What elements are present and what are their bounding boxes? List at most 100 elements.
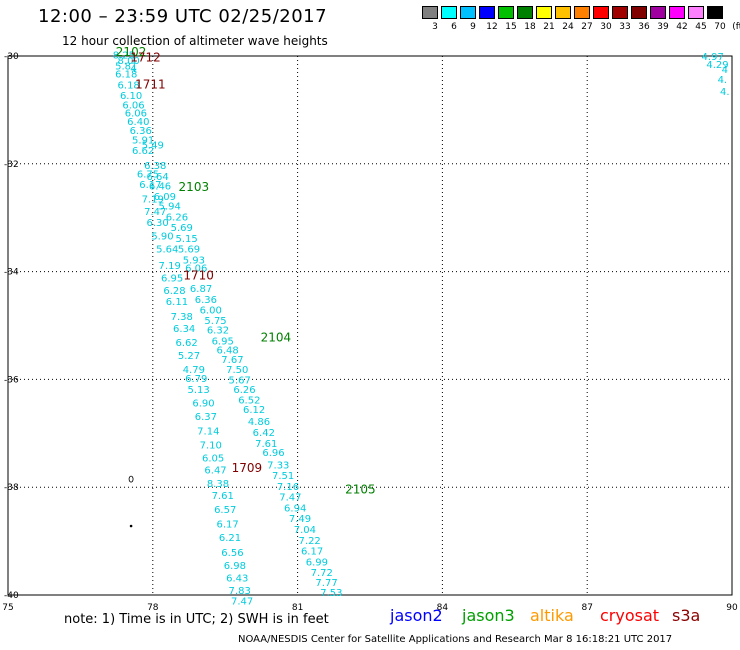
wave-height-label: 7.14: [197, 426, 219, 437]
lat-label: -34: [4, 268, 19, 278]
legend-tick: 12: [486, 22, 498, 32]
wave-height-label: 7.67: [221, 355, 243, 366]
wave-height-label: 7.19: [142, 195, 164, 206]
legend-tick: 9: [470, 22, 476, 32]
wave-height-label: 6.75: [137, 169, 159, 180]
legend-swatch: [669, 6, 685, 19]
wave-height-label: 7.72: [311, 568, 333, 579]
lat-label: -36: [4, 375, 19, 385]
satellite-label-s3a: s3a: [672, 606, 701, 625]
wave-height-label: 6.62: [132, 146, 154, 157]
lon-label: 84: [437, 603, 449, 613]
pass-number-label: 2104: [261, 331, 292, 345]
wave-height-label: 6.52: [238, 396, 260, 407]
wave-height-label: 6.47: [204, 466, 226, 477]
legend-swatch: [441, 6, 457, 19]
wave-height-label: 6.26: [166, 212, 188, 223]
wave-height-label: 7.47: [231, 597, 253, 608]
wave-height-label: 7.47: [144, 207, 166, 218]
wave-height-label: 7.61: [212, 491, 234, 502]
wave-height-label: 6.64: [146, 172, 168, 183]
wave-height-label: 5.69: [178, 245, 200, 256]
legend-tick: 21: [543, 22, 555, 32]
wave-height-label: 7.16: [277, 482, 299, 493]
pass-number-label: 2102: [116, 45, 147, 59]
wave-height-label: 6.11: [166, 297, 188, 308]
wave-height-label: 7.61: [255, 439, 277, 450]
wave-height-label: 5.13: [188, 385, 210, 396]
wave-height-label: 5.94: [159, 202, 181, 213]
wave-height-label: 5.27: [178, 351, 200, 362]
legend-swatch: [707, 6, 723, 19]
legend-swatch: [688, 6, 704, 19]
wave-height-label: 6.17: [216, 520, 238, 531]
wave-height-label: 6.48: [216, 346, 238, 357]
legend-swatch: [422, 6, 438, 19]
wave-height-label: 6.79: [185, 374, 207, 385]
wave-height-label: 6.09: [154, 192, 176, 203]
wave-height-label: 4: [722, 65, 728, 76]
wave-height-label: 5.90: [151, 231, 173, 242]
wave-height-label: 6.99: [306, 557, 328, 568]
wave-height-label: 4.79: [183, 365, 205, 376]
wave-height-label: 5.93: [183, 256, 205, 267]
legend-swatch: [555, 6, 571, 19]
footer-credit: NOAA/NESDIS Center for Satellite Applica…: [238, 634, 673, 645]
lon-label: 75: [2, 603, 13, 613]
lat-label: -40: [4, 591, 19, 601]
legend-tick: 6: [451, 22, 457, 32]
wave-height-label: 7.51: [272, 471, 294, 482]
lon-label: 81: [292, 603, 303, 613]
wave-height-label: 5.15: [175, 234, 197, 245]
wave-height-label: 4.: [720, 87, 730, 98]
lat-label: -30: [4, 52, 19, 62]
wave-height-label: 6.43: [226, 574, 248, 585]
lat-label: -32: [4, 160, 19, 170]
island-dot: [129, 524, 133, 528]
wave-height-label: 5.91: [132, 135, 154, 146]
wave-height-label: 6.87: [190, 284, 212, 295]
lat-label: -38: [4, 483, 19, 493]
wave-height-label: 6.96: [262, 448, 284, 459]
legend-tick: 33: [619, 22, 631, 32]
wave-height-label: 6.90: [192, 398, 214, 409]
wave-height-label: 7.22: [299, 536, 321, 547]
legend-tick: 45: [695, 22, 707, 32]
pass-number-label: 2103: [179, 180, 210, 194]
legend-tick: 70: [714, 22, 726, 32]
wave-height-label: 6.05: [202, 453, 224, 464]
wave-height-label: 6.95: [212, 336, 234, 347]
wave-height-label: 4.97: [702, 52, 724, 63]
wave-height-label: 6.06: [185, 264, 207, 275]
legend-swatch: [498, 6, 514, 19]
wave-height-label: 6.40: [127, 117, 149, 128]
legend-tick: 42: [676, 22, 688, 32]
wave-height-label: 7.53: [320, 588, 342, 599]
wave-height-label: 6.32: [207, 326, 229, 337]
legend-tick: 36: [638, 22, 650, 32]
wave-height-label: 6.12: [243, 405, 265, 416]
wave-height-label: 6.46: [149, 182, 171, 193]
legend-tick: 30: [600, 22, 612, 32]
wave-height-label: 6.17: [301, 547, 323, 558]
wave-height-label: 6.62: [175, 338, 197, 349]
wave-height-label: 4.: [718, 75, 728, 86]
wave-height-label: 6.10: [120, 91, 142, 102]
wave-height-label: 6.28: [163, 286, 185, 297]
plot-frame: [7, 55, 733, 596]
legend-swatch: [460, 6, 476, 19]
wave-height-label: 6.95: [161, 273, 183, 284]
legend-swatch: [517, 6, 533, 19]
legend-swatch: [574, 6, 590, 19]
wave-height-label: 7.19: [159, 261, 181, 272]
wave-height-label: 4: [130, 64, 136, 75]
legend-tick: 18: [524, 22, 536, 32]
wave-height-label: 6.94: [284, 503, 306, 514]
wave-height-label: 7.04: [294, 525, 316, 536]
wave-height-label: 8.25: [113, 51, 135, 62]
wave-height-label: 7.33: [267, 460, 289, 471]
wave-height-label: 6.17: [139, 180, 161, 191]
legend-unit: (ft): [732, 22, 740, 32]
wave-height-label: 5.69: [171, 223, 193, 234]
pass-number-label: 2105: [345, 483, 376, 497]
